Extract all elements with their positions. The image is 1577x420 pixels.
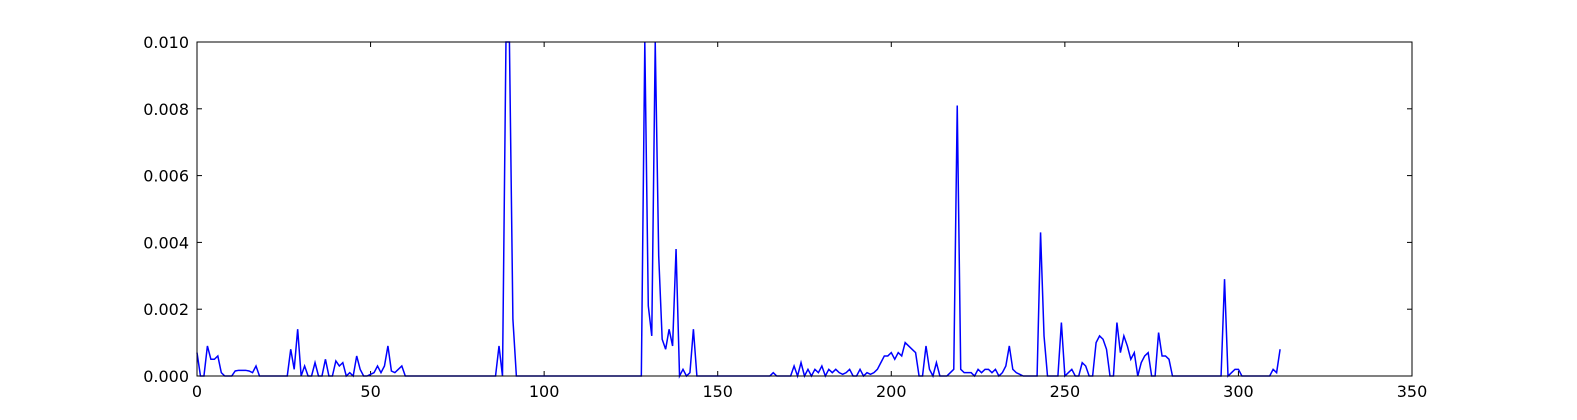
x-tick-label: 300 xyxy=(1223,382,1254,401)
y-tick-label: 0.008 xyxy=(143,100,189,119)
series-line xyxy=(196,41,1281,379)
y-tick-label: 0.002 xyxy=(143,300,189,319)
x-tick-label: 150 xyxy=(702,382,733,401)
plot-frame xyxy=(196,41,1413,377)
x-tick-label: 350 xyxy=(1397,382,1428,401)
y-tick-label: 0.004 xyxy=(143,233,189,252)
x-tick-label: 250 xyxy=(1050,382,1081,401)
y-tick-label: 0.010 xyxy=(143,33,189,52)
y-axis: 0.000 0.002 0.004 0.006 0.008 0.010 xyxy=(143,33,1412,386)
x-tick-label: 0 xyxy=(192,382,202,401)
x-tick-label: 200 xyxy=(876,382,907,401)
x-tick-label: 100 xyxy=(529,382,560,401)
x-tick-label: 50 xyxy=(360,382,380,401)
y-tick-label: 0.000 xyxy=(143,367,189,386)
y-tick-label: 0.006 xyxy=(143,167,189,186)
x-axis: 0 50 100 150 200 250 300 350 xyxy=(192,42,1427,401)
